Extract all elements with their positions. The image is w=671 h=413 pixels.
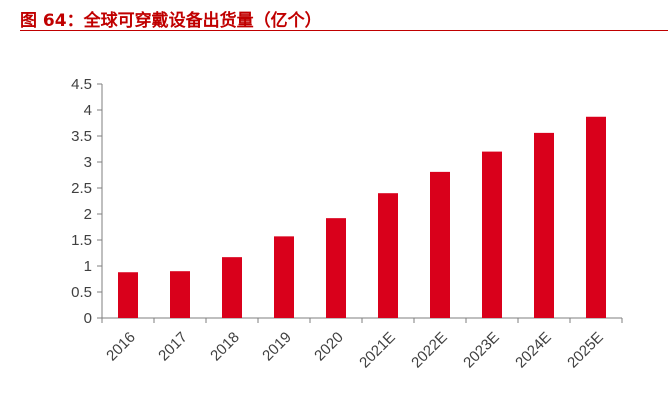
- bar-2019: [274, 236, 294, 318]
- x-tick-label: 2021E: [356, 329, 399, 372]
- y-tick-label: 3.5: [71, 128, 92, 145]
- x-tick-label: 2023E: [460, 329, 503, 372]
- x-tick-label: 2022E: [408, 329, 451, 372]
- x-tick-label: 2025E: [564, 329, 607, 372]
- x-tick-label: 2020: [311, 329, 347, 365]
- y-tick-label: 2.5: [71, 180, 92, 197]
- bar-2022E: [430, 171, 450, 318]
- y-tick-label: 4.5: [71, 76, 92, 93]
- x-tick-label: 2018: [207, 329, 243, 365]
- bars-group: [118, 116, 606, 318]
- x-tick-label: 2016: [103, 329, 139, 365]
- x-axis: 2016 2017 2018 2019 2020 2021E 2022E 2023E 2024E…: [101, 317, 623, 372]
- bar-2018: [222, 257, 242, 318]
- bar-2023E: [482, 151, 502, 318]
- bar-2025E: [586, 116, 606, 318]
- bar-2024E: [534, 132, 554, 318]
- x-tick-label: 2019: [259, 329, 295, 365]
- title-divider: [20, 30, 668, 31]
- bar-2020: [326, 218, 346, 318]
- bar-2017: [170, 271, 190, 318]
- y-tick-label: 2: [84, 206, 92, 223]
- x-tick-label: 2024E: [512, 329, 555, 372]
- y-tick-label: 1: [84, 258, 92, 275]
- y-tick-label: 0: [84, 310, 92, 327]
- bar-2021E: [378, 193, 398, 318]
- bar-2016: [118, 272, 138, 318]
- y-tick-label: 4: [84, 102, 92, 119]
- y-tick-label: 1.5: [71, 232, 92, 249]
- y-axis: 0 0.5 1 1.5 2 2.5 3 3.5 4 4.5: [71, 76, 103, 327]
- y-tick-label: 0.5: [71, 284, 92, 301]
- x-tick-label: 2017: [155, 329, 191, 365]
- y-tick-label: 3: [84, 154, 92, 171]
- figure-title: 图 64：全球可穿戴设备出货量（亿个）: [20, 11, 322, 31]
